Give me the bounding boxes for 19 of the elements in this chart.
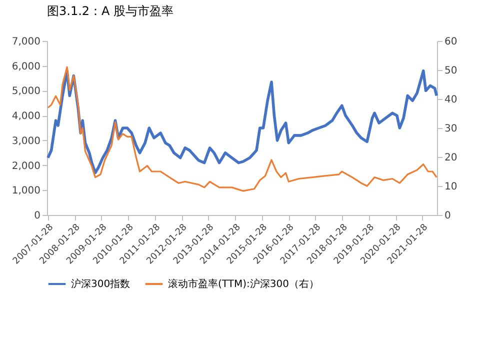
legend-label: 沪深300指数 [71, 278, 130, 290]
legend-label: 滚动市盈率(TTM):沪深300（右） [168, 278, 319, 290]
y-tick-label: 1,000 [12, 186, 40, 197]
y2-tick-label: 60 [444, 36, 458, 48]
y-tick-label: 0 [34, 210, 40, 222]
y-tick-label: 5,000 [12, 86, 40, 98]
y-tick-label: 7,000 [12, 36, 40, 48]
y2-tick-label: 20 [444, 152, 458, 164]
chart-title: 图3.1.2：A 股与市盈率 [47, 4, 174, 18]
y-tick-label: 6,000 [12, 61, 40, 72]
y2-tick-label: 10 [444, 182, 458, 192]
y2-tick-label: 30 [444, 124, 458, 134]
y-tick-label: 4,000 [12, 111, 40, 122]
y2-tick-label: 50 [444, 66, 458, 76]
y-tick-label: 3,000 [12, 136, 40, 147]
line-series [47, 66, 438, 192]
y2-tick-label: 0 [444, 210, 451, 222]
y-tick-label: 2,000 [12, 160, 40, 172]
y2-tick-label: 40 [444, 94, 458, 106]
